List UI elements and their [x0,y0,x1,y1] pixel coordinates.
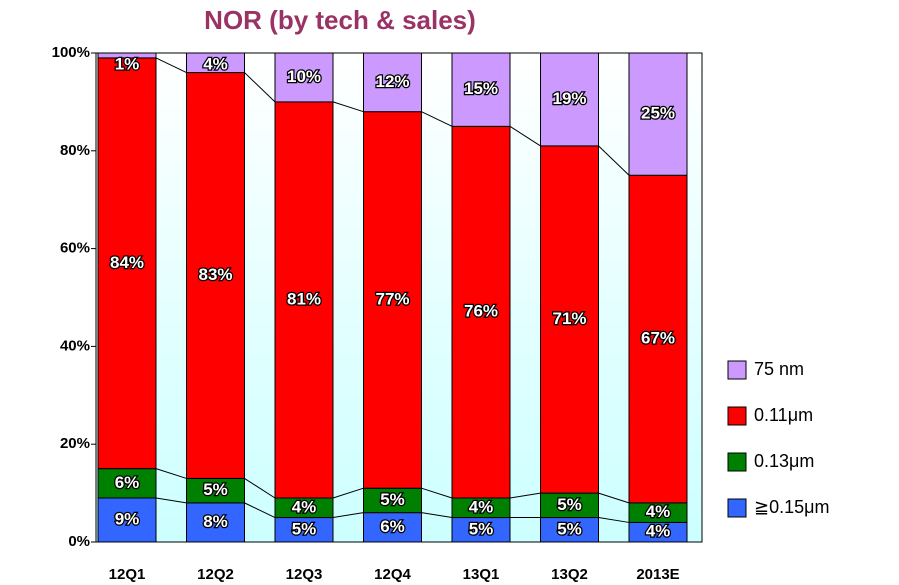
value-label: 5% [292,519,317,538]
bar-segment [451,517,511,543]
legend-label: ≧0.15μm [754,497,829,517]
legend-swatch [727,406,747,426]
connector [155,468,187,479]
connector [155,497,187,504]
value-label: 5% [380,490,405,509]
bar-segment [540,145,599,494]
value-label: 4% [292,497,317,516]
bar-segment [97,52,157,59]
value-label: 12% [375,72,409,91]
connector [244,478,276,499]
y-tick-label: 100% [52,44,90,61]
chart-title: NOR (by tech & sales) [204,5,476,35]
value-label: 19% [552,89,586,108]
value-label: 71% [552,309,586,328]
connector [244,502,276,519]
legend-label: 0.11μm [754,405,813,425]
x-tick-label: 12Q4 [374,566,411,583]
legend-label: 0.13μm [754,451,814,471]
connector [332,487,364,499]
value-label: 6% [380,517,405,536]
connector [421,487,453,499]
legend-swatch [727,498,747,518]
value-label: 4% [469,497,494,516]
x-tick-label: 13Q1 [463,566,500,583]
bar-segment [540,492,599,519]
x-tick-label: 12Q3 [286,566,323,583]
value-label: 10% [287,67,321,86]
x-tick-label: 2013E [636,566,679,583]
bar-segment [97,497,157,543]
y-tick-label: 80% [60,142,90,159]
y-tick-label: 20% [60,435,90,452]
value-label: 84% [110,253,144,272]
value-label: 8% [203,512,228,531]
bar-segment [363,487,422,514]
bar-segment [628,52,688,176]
value-label: 76% [464,302,498,321]
connector [598,517,630,523]
value-label: 15% [464,79,498,98]
legend-swatch [727,360,747,380]
x-tick-label: 12Q1 [109,566,146,583]
value-label: 5% [557,519,582,538]
y-tick-label: 60% [60,240,90,257]
bar-segment [274,101,334,499]
bar-segment [186,72,245,479]
legend-swatch [727,452,747,472]
bar-segment [451,52,511,127]
connector [332,512,364,519]
connector [421,111,453,127]
connector [598,145,630,176]
legend-label: 75 nm [754,359,804,379]
x-tick-label: 12Q2 [197,566,234,583]
connector [332,101,364,113]
bar-segment [363,52,422,113]
value-label: 5% [469,519,494,538]
bar-segment [451,125,511,499]
bar-segment [540,517,599,543]
bar-segment [274,52,334,103]
value-label: 5% [203,480,228,499]
value-label: 77% [375,289,409,308]
connector [509,125,541,147]
value-label: 4% [646,502,671,521]
value-label: 1% [115,54,140,73]
value-label: 83% [198,265,232,284]
bar-segment [186,52,245,74]
y-tick-label: 40% [60,337,90,354]
value-label: 4% [646,522,671,541]
value-label: 9% [115,509,140,528]
connector [244,72,276,103]
bar-segment [186,477,245,504]
connector [598,492,630,504]
value-label: 4% [203,54,228,73]
value-label: 81% [287,289,321,308]
value-label: 67% [641,329,675,348]
value-label: 5% [557,495,582,514]
x-tick-label: 13Q2 [551,566,588,583]
y-tick-label: 0% [68,533,90,550]
connector [509,492,541,499]
bar-segment [363,512,422,543]
value-label: 25% [641,104,675,123]
connector [155,57,187,74]
bar-segment [363,111,422,489]
value-label: 6% [115,473,140,492]
connector [421,512,453,519]
bar-segment [540,52,599,147]
bar-segment [628,174,688,504]
bar-segment [97,468,157,499]
